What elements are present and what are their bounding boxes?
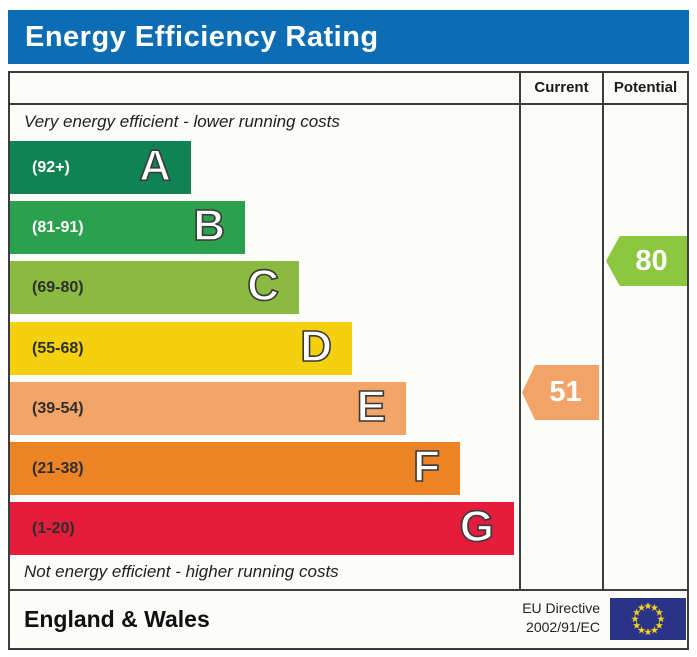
band-row-C: (69-80) C — [10, 260, 299, 314]
chart-title: Energy Efficiency Rating — [25, 21, 379, 53]
bottom-caption: Not energy efficient - higher running co… — [24, 562, 339, 581]
header-divider-line — [8, 103, 689, 105]
potential-column-line — [602, 71, 604, 591]
eu-flag-icon — [610, 598, 686, 640]
potential-column-header: Potential — [613, 79, 678, 96]
footer-divider-line — [8, 589, 689, 591]
current-column-header: Current — [534, 79, 589, 96]
band-row-G: (1-20) G — [10, 501, 514, 555]
band-letter-F: F — [412, 441, 440, 492]
band-letter-E: E — [356, 381, 387, 432]
chart-title-bar: Energy Efficiency Rating — [8, 10, 689, 64]
footer-region-label: England & Wales — [24, 606, 210, 632]
band-range-label-F: (21-38) — [32, 460, 84, 477]
current-rating-arrow: 51 — [522, 365, 599, 420]
band-letter-B: B — [192, 200, 225, 251]
eu-directive-line2: 2002/91/EC — [526, 619, 600, 635]
band-row-A: (92+) A — [10, 140, 191, 194]
band-row-E: (39-54) E — [10, 381, 406, 435]
band-letter-D: D — [299, 321, 332, 372]
eu-directive-label: EU Directive 2002/91/EC — [460, 599, 600, 637]
band-range-label-A: (92+) — [32, 159, 70, 176]
current-rating-value: 51 — [549, 376, 582, 408]
band-letter-C: C — [246, 260, 279, 311]
potential-rating-value: 80 — [635, 244, 668, 277]
current-column-line — [519, 71, 521, 591]
band-range-label-C: (69-80) — [32, 279, 84, 296]
band-letter-G: G — [459, 501, 495, 552]
top-caption: Very energy efficient - lower running co… — [24, 112, 340, 131]
band-letter-A: A — [138, 140, 171, 191]
band-range-label-G: (1-20) — [32, 520, 75, 537]
band-range-label-D: (55-68) — [32, 340, 84, 357]
band-row-D: (55-68) D — [10, 321, 352, 375]
band-row-B: (81-91) B — [10, 200, 245, 254]
band-range-label-E: (39-54) — [32, 400, 84, 417]
band-range-label-B: (81-91) — [32, 219, 84, 236]
potential-rating-arrow: 80 — [606, 236, 687, 286]
eu-directive-line1: EU Directive — [522, 600, 600, 616]
band-row-F: (21-38) F — [10, 441, 460, 495]
